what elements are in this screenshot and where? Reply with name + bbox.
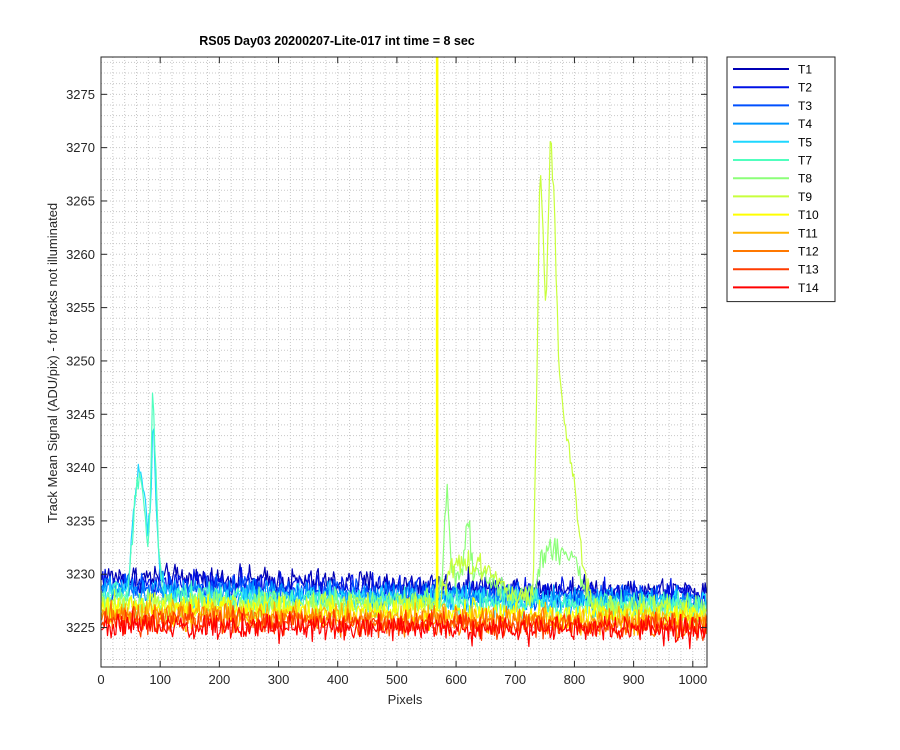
x-tick-label: 700 — [504, 672, 526, 687]
legend-entry-t10[interactable]: T10 — [733, 208, 819, 222]
plot-grid — [100, 57, 707, 667]
x-tick-label: 1000 — [678, 672, 707, 687]
y-tick-label: 3235 — [66, 513, 95, 528]
y-tick-label: 3260 — [66, 247, 95, 262]
series-line-t14 — [101, 610, 707, 650]
legend-label: T7 — [798, 154, 812, 168]
legend-entry-t11[interactable]: T11 — [733, 226, 818, 240]
x-axis-ticks: 0 100 200 300 400 500 600 700 800 900 1000 — [97, 57, 707, 687]
legend-entry-t3[interactable]: T3 — [733, 99, 812, 113]
y-tick-label: 3275 — [66, 87, 95, 102]
legend-entry-t14[interactable]: T14 — [733, 281, 819, 295]
series-line-t11 — [101, 598, 707, 637]
x-tick-label: 600 — [445, 672, 467, 687]
y-tick-label: 3255 — [66, 300, 95, 315]
series-line-t9 — [101, 141, 707, 625]
x-tick-label: 400 — [327, 672, 349, 687]
legend-entry-t5[interactable]: T5 — [733, 135, 812, 149]
chart-title: RS05 Day03 20200207-Lite-017 int time = … — [199, 34, 475, 48]
legend-entry-t9[interactable]: T9 — [733, 190, 812, 204]
x-tick-label: 800 — [564, 672, 586, 687]
legend-label: T3 — [798, 99, 812, 113]
y-tick-label: 3270 — [66, 140, 95, 155]
legend-label: T5 — [798, 135, 812, 149]
x-axis-label: Pixels — [388, 692, 423, 707]
y-tick-label: 3250 — [66, 353, 95, 368]
legend-label: T1 — [798, 63, 812, 77]
plot-series — [101, 57, 707, 650]
legend-label: T2 — [798, 81, 812, 95]
y-tick-label: 3245 — [66, 407, 95, 422]
legend-entry-t2[interactable]: T2 — [733, 81, 812, 95]
legend-label: T4 — [798, 117, 812, 131]
legend-label: T13 — [798, 263, 819, 277]
x-tick-label: 200 — [209, 672, 231, 687]
y-tick-label: 3225 — [66, 620, 95, 635]
legend-entry-t4[interactable]: T4 — [733, 117, 812, 131]
legend-entry-t12[interactable]: T12 — [733, 245, 819, 259]
legend-label: T10 — [798, 208, 819, 222]
legend-entry-t1[interactable]: T1 — [733, 63, 812, 77]
y-tick-label: 3230 — [66, 567, 95, 582]
x-tick-label: 300 — [268, 672, 290, 687]
x-tick-label: 100 — [149, 672, 171, 687]
legend-entry-t7[interactable]: T7 — [733, 154, 812, 168]
legend-entry-t8[interactable]: T8 — [733, 172, 812, 186]
y-axis-label: Track Mean Signal (ADU/pix) - for tracks… — [45, 203, 60, 523]
legend-label: T8 — [798, 172, 812, 186]
y-tick-label: 3265 — [66, 193, 95, 208]
legend[interactable]: T1 T2 T3 T4 T5 T7 T8 T9 T10 T11 T12 T13 T14 — [726, 56, 836, 303]
legend-label: T14 — [798, 281, 819, 295]
legend-label: T11 — [798, 226, 818, 240]
legend-label: T9 — [798, 190, 812, 204]
x-tick-label: 900 — [623, 672, 645, 687]
legend-box — [726, 56, 836, 303]
legend-entry-t13[interactable]: T13 — [733, 263, 819, 277]
axes-box — [100, 56, 708, 668]
x-tick-label: 0 — [97, 672, 104, 687]
y-tick-label: 3240 — [66, 460, 95, 475]
x-tick-label: 500 — [386, 672, 408, 687]
legend-label: T12 — [798, 245, 819, 259]
series-line-t8 — [101, 483, 707, 628]
y-axis-ticks: 3225 3230 3235 3240 3245 3250 3255 3260 3265 3270… — [66, 87, 707, 635]
series-line-t12 — [101, 599, 707, 641]
